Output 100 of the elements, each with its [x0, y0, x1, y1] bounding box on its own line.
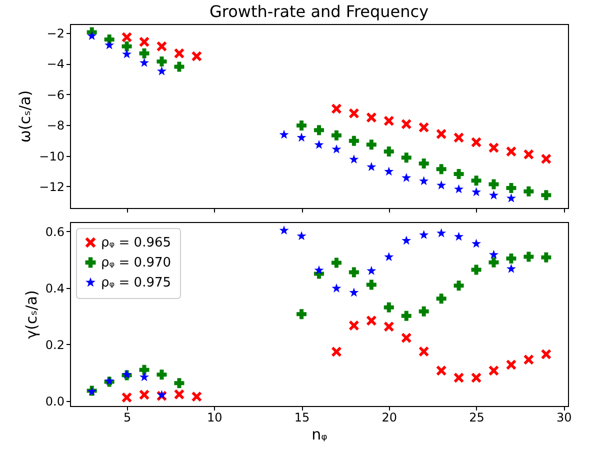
- point: [454, 184, 464, 194]
- point: [524, 354, 534, 365]
- point: [436, 366, 446, 376]
- point: [454, 232, 464, 241]
- point: [174, 62, 184, 72]
- point: [192, 392, 202, 402]
- y-axis-title: γ(cₛ/a): [22, 290, 40, 339]
- point: [541, 252, 552, 262]
- point: [402, 236, 412, 245]
- point: [418, 306, 429, 316]
- x-axis-title: nᵩ: [312, 426, 328, 444]
- point: [140, 372, 150, 382]
- point: [366, 316, 376, 326]
- point: [314, 125, 324, 136]
- point: [472, 238, 482, 248]
- point: [139, 36, 150, 47]
- point: [384, 146, 394, 156]
- point: [366, 280, 376, 290]
- point: [331, 130, 342, 140]
- point: [122, 41, 132, 52]
- point: [296, 231, 306, 240]
- point: [332, 144, 342, 154]
- point: [296, 120, 307, 131]
- y-tick-label: −8: [46, 118, 64, 133]
- point: [174, 389, 184, 400]
- point: [418, 158, 429, 168]
- point: [122, 49, 132, 58]
- point: [488, 142, 499, 153]
- legend-label: ρᵩ = 0.970: [101, 256, 172, 270]
- point: [296, 132, 306, 142]
- point: [506, 146, 516, 156]
- point: [524, 186, 534, 196]
- point: [488, 366, 499, 376]
- point: [471, 137, 482, 148]
- point: [314, 140, 324, 149]
- point: [419, 176, 429, 186]
- point: [348, 108, 359, 118]
- point: [488, 250, 498, 259]
- point: [401, 119, 412, 130]
- point: [174, 378, 184, 388]
- point: [156, 41, 167, 52]
- point: [384, 166, 394, 176]
- point: [436, 228, 446, 238]
- point: [402, 172, 412, 182]
- point: [384, 116, 394, 126]
- x-tick-label: 25: [469, 410, 484, 424]
- point: [454, 169, 464, 180]
- x-tick-label: 30: [556, 410, 572, 424]
- y-tick-label: −6: [46, 88, 64, 102]
- point: [348, 136, 359, 146]
- point: [366, 140, 376, 150]
- point: [384, 252, 394, 262]
- point: [331, 346, 342, 357]
- point: [506, 253, 516, 264]
- point: [506, 193, 516, 202]
- point: [471, 264, 482, 275]
- point: [348, 320, 359, 330]
- point: [349, 154, 359, 164]
- point: [436, 164, 446, 174]
- point: [488, 190, 498, 200]
- point: [104, 40, 114, 50]
- point: [472, 187, 482, 196]
- y-tick-label: −4: [46, 57, 64, 72]
- point: [401, 332, 412, 343]
- chart-title: Growth-rate and Frequency: [209, 2, 429, 21]
- point: [488, 257, 499, 268]
- point: [122, 392, 132, 403]
- y-tick-label: −10: [39, 149, 64, 164]
- point: [454, 280, 464, 291]
- point: [332, 283, 342, 292]
- point: [436, 128, 446, 139]
- point: [454, 132, 464, 143]
- y-tick-label: −12: [39, 180, 64, 194]
- point: [524, 149, 534, 160]
- point: [488, 179, 499, 190]
- point: [506, 360, 516, 370]
- point: [122, 32, 132, 42]
- y-axis-title: ω(cₛ/a): [16, 90, 34, 143]
- point: [506, 183, 516, 194]
- point: [506, 264, 516, 273]
- point: [314, 265, 324, 274]
- point: [418, 122, 429, 132]
- point: [156, 66, 166, 76]
- x-tick-label: 20: [382, 410, 398, 424]
- point: [156, 56, 167, 66]
- point: [331, 104, 342, 114]
- point: [471, 176, 482, 186]
- legend-label: ρᵩ = 0.965: [101, 236, 172, 250]
- point: [349, 288, 359, 297]
- point: [436, 294, 446, 304]
- point: [192, 51, 202, 62]
- y-tick-label: 0.4: [45, 281, 64, 296]
- point: [541, 349, 552, 360]
- point: [366, 266, 376, 275]
- point: [401, 310, 412, 321]
- point: [140, 58, 150, 67]
- point: [524, 252, 534, 262]
- point: [471, 372, 482, 383]
- point: [348, 267, 359, 278]
- point: [279, 225, 289, 235]
